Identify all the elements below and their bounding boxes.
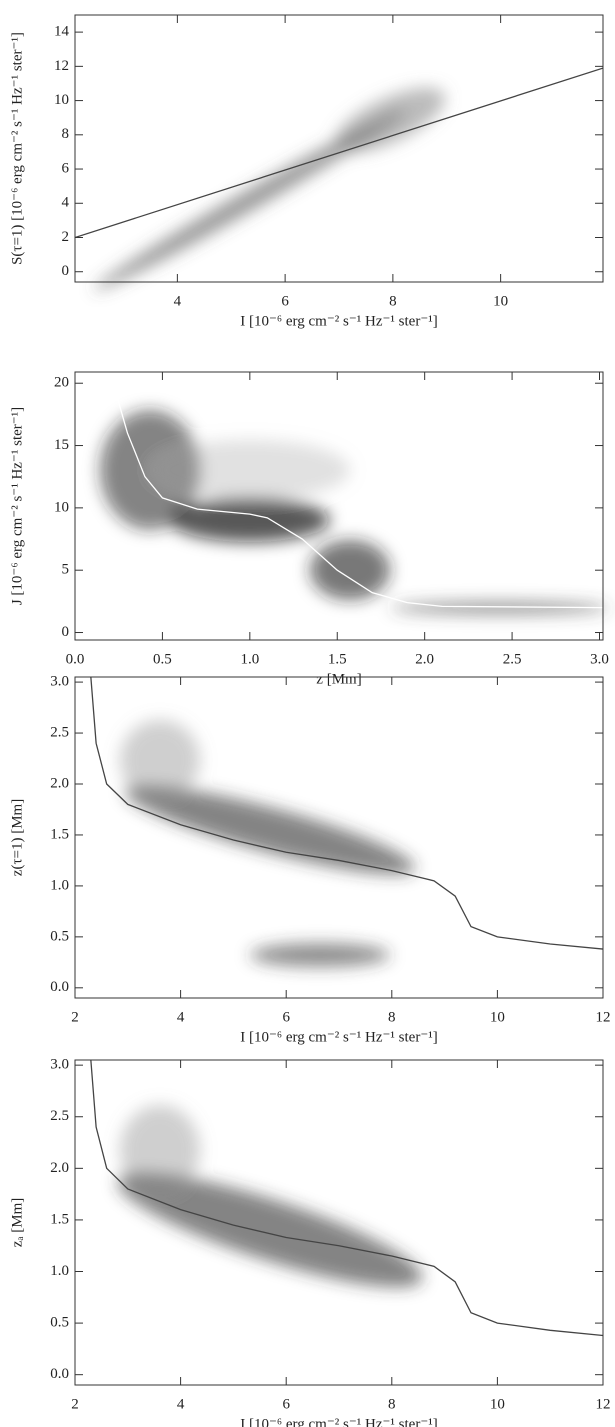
curve — [75, 67, 603, 239]
x-tick-label: 10 — [493, 293, 508, 309]
x-tick-label: 6 — [281, 293, 289, 309]
y-tick-label: 5 — [62, 562, 70, 578]
y-tick-label: 10 — [54, 499, 69, 515]
y-tick-label: 8 — [62, 126, 70, 142]
x-axis-label: z [Mm] — [316, 671, 361, 687]
x-tick-label: 8 — [388, 1009, 396, 1025]
y-axis-label: zₐ [Mm] — [9, 1198, 25, 1248]
y-tick-label: 14 — [54, 24, 70, 40]
y-axis-label: S(τ=1) [10⁻⁶ erg cm⁻² s⁻¹ Hz⁻¹ ster⁻¹] — [9, 32, 25, 265]
x-tick-label: 2.0 — [415, 651, 434, 667]
y-tick-label: 0.0 — [50, 979, 69, 995]
y-tick-label: 15 — [54, 437, 69, 453]
y-tick-label: 0 — [62, 263, 70, 279]
y-tick-label: 2 — [62, 229, 70, 245]
y-tick-label: 6 — [62, 160, 70, 176]
y-tick-label: 0 — [62, 624, 70, 640]
x-tick-label: 2 — [71, 1396, 79, 1412]
y-axis-label: J [10⁻⁶ erg cm⁻² s⁻¹ Hz⁻¹ ster⁻¹] — [9, 407, 25, 605]
y-tick-label: 1.0 — [50, 877, 69, 893]
y-tick-label: 0.0 — [50, 1366, 69, 1382]
x-axis-label: I [10⁻⁶ erg cm⁻² s⁻¹ Hz⁻¹ ster⁻¹] — [240, 1416, 437, 1427]
x-tick-label: 3.0 — [590, 651, 609, 667]
y-tick-label: 2.5 — [50, 1108, 69, 1124]
y-tick-label: 12 — [54, 58, 69, 74]
x-tick-label: 12 — [596, 1009, 611, 1025]
curve — [109, 372, 603, 609]
x-tick-label: 12 — [596, 1396, 611, 1412]
y-tick-label: 1.5 — [50, 1211, 69, 1227]
y-tick-label: 1.5 — [50, 826, 69, 842]
x-tick-label: 4 — [174, 293, 182, 309]
x-tick-label: 6 — [282, 1009, 290, 1025]
y-tick-label: 4 — [62, 195, 70, 211]
x-tick-label: 10 — [490, 1396, 505, 1412]
y-tick-label: 3.0 — [50, 674, 69, 690]
x-tick-label: 4 — [177, 1396, 185, 1412]
x-tick-label: 0.5 — [153, 651, 172, 667]
plot-frame — [74, 676, 604, 999]
x-axis-label: I [10⁻⁶ erg cm⁻² s⁻¹ Hz⁻¹ ster⁻¹] — [240, 1029, 437, 1045]
y-tick-label: 2.0 — [50, 1160, 69, 1176]
x-tick-label: 0.0 — [66, 651, 85, 667]
y-tick-label: 3.0 — [50, 1057, 69, 1073]
x-tick-label: 1.0 — [240, 651, 259, 667]
x-tick-label: 2 — [71, 1009, 79, 1025]
x-tick-label: 2.5 — [503, 651, 522, 667]
plot-frame — [74, 1059, 604, 1386]
y-tick-label: 10 — [54, 92, 69, 108]
y-tick-label: 20 — [54, 375, 69, 391]
y-axis-label: z(τ=1) [Mm] — [9, 799, 25, 876]
x-axis-label: I [10⁻⁶ erg cm⁻² s⁻¹ Hz⁻¹ ster⁻¹] — [240, 313, 437, 329]
x-tick-label: 8 — [388, 1396, 396, 1412]
density-cloud — [94, 87, 610, 1288]
curve — [90, 1060, 603, 1337]
x-tick-label: 4 — [177, 1009, 185, 1025]
plot-frame — [74, 371, 604, 641]
y-tick-label: 0.5 — [50, 1315, 69, 1331]
y-tick-label: 2.5 — [50, 724, 69, 740]
y-tick-label: 2.0 — [50, 775, 69, 791]
plot-frame — [74, 14, 604, 283]
x-tick-label: 10 — [490, 1009, 505, 1025]
y-tick-label: 0.5 — [50, 928, 69, 944]
x-tick-label: 6 — [282, 1396, 290, 1412]
curve — [90, 677, 603, 950]
y-tick-label: 1.0 — [50, 1263, 69, 1279]
x-tick-label: 1.5 — [328, 651, 347, 667]
x-tick-label: 8 — [389, 293, 397, 309]
